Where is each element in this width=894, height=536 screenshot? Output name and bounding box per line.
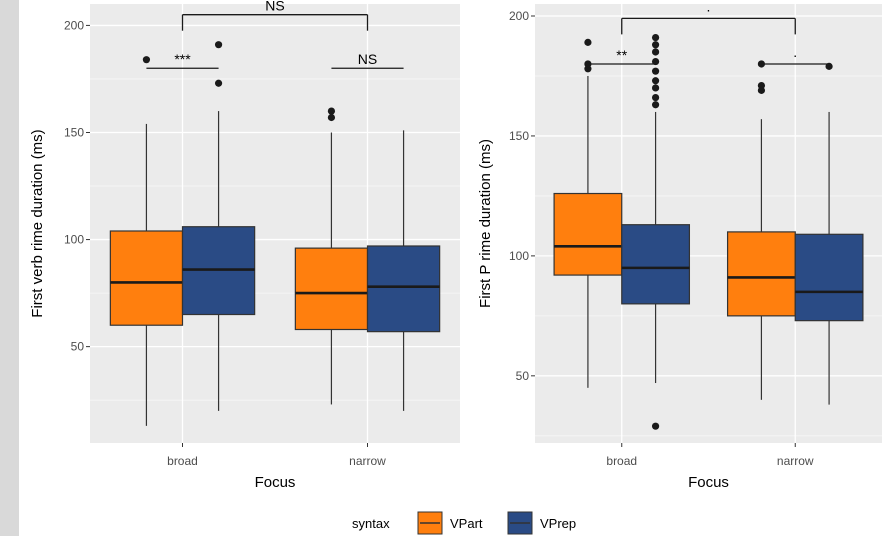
box-narrow-vpart	[294, 107, 369, 405]
legend-key-vpart	[417, 511, 443, 535]
y-axis-label: First verb rime duration (ms)	[29, 129, 46, 317]
y-tick-label: 150	[64, 125, 84, 139]
significance-bracket: **	[587, 47, 656, 65]
x-axis-label: Focus	[255, 474, 296, 491]
y-axis-label: First P rime duration (ms)	[477, 139, 494, 308]
iqr-box	[726, 231, 796, 317]
outlier-point	[651, 67, 660, 75]
outlier-point	[651, 33, 660, 42]
right-plot-panel: 50 100 150 200 broad narrow Focus First P rime …	[477, 1, 882, 491]
significance-label: ·	[706, 1, 711, 17]
y-tick-label: 150	[509, 129, 529, 143]
box-broad-vprep	[181, 41, 256, 411]
iqr-box	[366, 245, 441, 333]
x-axis-label: Focus	[688, 474, 729, 491]
outlier-point	[651, 101, 660, 109]
outlier-point	[214, 79, 223, 87]
iqr-box	[109, 230, 184, 326]
box-narrow-vprep	[366, 130, 441, 411]
left-plot-panel: 50 100 150 200 broad narrow Focus First verb ri…	[29, 0, 460, 491]
outlier-point	[651, 84, 660, 92]
significance-bracket: ***	[146, 51, 219, 69]
y-tick-label: 50	[71, 340, 85, 354]
significance-bracket: NS	[331, 51, 404, 69]
legend-label-vpart: VPart	[450, 516, 483, 531]
legend-label-vprep: VPrep	[540, 516, 576, 531]
x-tick-label-broad: broad	[606, 454, 637, 468]
significance-bracket: ·	[761, 47, 830, 65]
y-tick-label: 200	[64, 18, 84, 32]
significance-label: NS	[358, 51, 377, 67]
panel-background	[90, 4, 460, 443]
significance-label: NS	[265, 0, 284, 14]
significance-label: ·	[793, 47, 798, 63]
outlier-point	[327, 113, 336, 122]
box-broad-vprep	[621, 33, 691, 430]
x-tick-label-narrow: narrow	[349, 454, 386, 468]
outlier-point	[651, 48, 660, 56]
iqr-box	[553, 192, 623, 276]
significance-bracket: NS	[181, 0, 369, 31]
x-tick-label-broad: broad	[167, 454, 198, 468]
left-margin-bar	[0, 0, 19, 536]
y-tick-label: 100	[509, 249, 529, 263]
significance-bracket: ·	[621, 1, 796, 35]
iqr-box	[794, 233, 864, 322]
outlier-point	[142, 56, 151, 64]
box-broad-vpart	[109, 56, 184, 426]
outlier-point	[327, 107, 336, 115]
legend-title: syntax	[352, 516, 390, 531]
outlier-point	[651, 41, 660, 49]
outlier-point	[584, 38, 592, 46]
y-tick-label: 50	[516, 369, 530, 383]
legend-key-vprep	[507, 511, 533, 535]
box-narrow-vpart	[726, 60, 796, 400]
box-broad-vpart	[553, 38, 623, 388]
legend: syntax VPart VPrep	[352, 511, 576, 535]
outlier-point	[651, 422, 660, 430]
iqr-box	[294, 247, 369, 331]
significance-label: ***	[174, 51, 191, 67]
outlier-point	[651, 93, 660, 102]
x-tick-label-narrow: narrow	[777, 454, 814, 468]
y-tick-label: 200	[509, 9, 529, 23]
y-tick-label: 100	[64, 233, 84, 247]
outlier-point	[757, 81, 766, 90]
significance-label: **	[616, 47, 627, 63]
outlier-point	[214, 41, 223, 49]
iqr-box	[621, 224, 691, 305]
outlier-point	[651, 77, 660, 85]
